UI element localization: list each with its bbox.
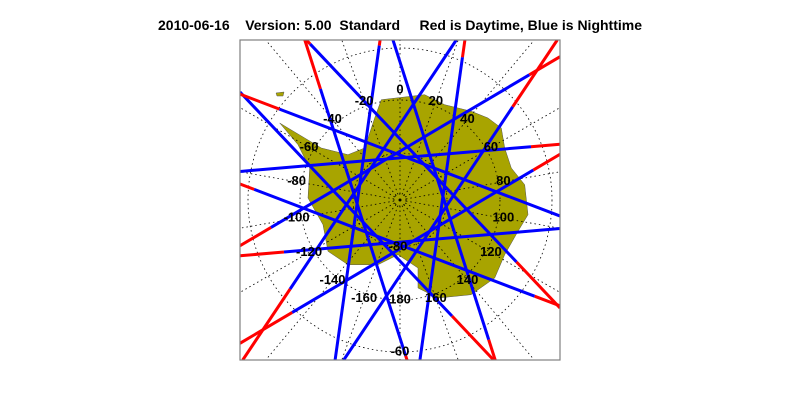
daytime-track-segment xyxy=(377,40,382,46)
longitude-label: -100 xyxy=(284,210,310,225)
longitude-label: -60 xyxy=(300,139,319,154)
latitude-label: -60 xyxy=(391,343,410,358)
nighttime-track-segment xyxy=(278,107,560,218)
latitude-circle xyxy=(247,47,553,353)
longitude-label: -140 xyxy=(319,272,345,287)
daytime-track-segment xyxy=(404,355,409,360)
longitude-label: 20 xyxy=(429,93,443,108)
longitude-label: 180 xyxy=(389,291,411,306)
meridian-line xyxy=(240,107,396,198)
longitude-label: 160 xyxy=(425,290,447,305)
longitude-label: 100 xyxy=(493,210,515,225)
longitude-label: -120 xyxy=(296,244,322,259)
longitude-label: 60 xyxy=(484,139,498,154)
daytime-track-segment xyxy=(511,40,559,108)
daytime-track-segment xyxy=(515,260,560,309)
map-frame xyxy=(239,39,561,361)
title-legend: Red is Daytime, Blue is Nighttime xyxy=(419,17,643,33)
title-version: Version: 5.00 xyxy=(245,17,332,33)
longitude-label: 120 xyxy=(480,244,502,259)
meridian-line xyxy=(341,205,399,360)
longitude-label: -80 xyxy=(287,173,306,188)
nighttime-track-segment xyxy=(283,227,560,254)
longitude-label: 80 xyxy=(496,173,510,188)
satellite-tracks xyxy=(240,40,560,360)
map-title: 2010-06-16 Version: 5.00 Standard Red is… xyxy=(0,17,800,33)
daytime-track-segment xyxy=(487,339,497,360)
daytime-track-segment xyxy=(532,152,560,172)
daytime-track-segment xyxy=(240,311,293,345)
daytime-track-segment xyxy=(460,40,467,58)
longitude-label: 140 xyxy=(457,272,479,287)
nighttime-track-segment xyxy=(391,40,491,341)
nighttime-track-segment xyxy=(270,73,531,229)
nighttime-track-segment xyxy=(240,145,532,173)
nighttime-track-segment xyxy=(253,188,536,298)
daytime-track-segment xyxy=(530,142,560,149)
daytime-track-segment xyxy=(241,288,292,360)
nighttime-track-segment xyxy=(418,57,464,360)
daytime-track-segment xyxy=(240,92,280,111)
longitude-label: -160 xyxy=(351,290,377,305)
longitude-label: -40 xyxy=(323,111,342,126)
daytime-track-segment xyxy=(303,40,322,90)
nighttime-track-segment xyxy=(309,43,518,263)
title-mode: Standard xyxy=(339,17,401,33)
daytime-track-segment xyxy=(240,182,255,191)
daytime-track-segment xyxy=(450,314,495,360)
meridian-line xyxy=(404,202,560,293)
title-date: 2010-06-16 xyxy=(158,17,230,33)
meridian-line xyxy=(240,202,396,293)
nighttime-track-segment xyxy=(333,45,381,360)
daytime-track-segment xyxy=(240,250,285,258)
longitude-label: 0 xyxy=(396,81,403,96)
nighttime-track-segment xyxy=(288,40,458,290)
south-pole-marker xyxy=(398,198,402,202)
meridian-line xyxy=(404,107,560,198)
longitude-label: 40 xyxy=(460,111,474,126)
latitude-circle xyxy=(299,99,501,301)
latitude-label: -80 xyxy=(389,238,408,253)
longitude-label: -20 xyxy=(355,93,374,108)
daytime-track-segment xyxy=(528,55,560,77)
daytime-track-segment xyxy=(240,226,272,248)
meridian-line xyxy=(401,40,459,195)
nighttime-track-segment xyxy=(319,88,408,357)
daytime-track-segment xyxy=(305,40,312,46)
